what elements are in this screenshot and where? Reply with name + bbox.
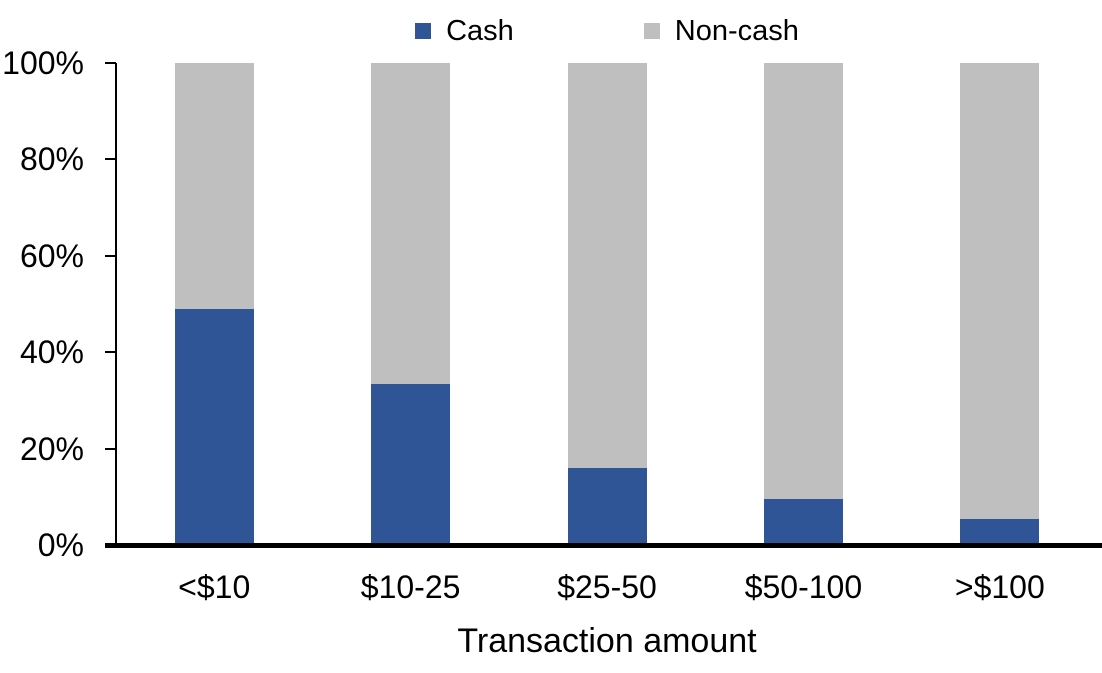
stacked-bar [174,63,254,545]
y-axis-tick-mark [105,351,116,354]
legend-label-cash: Cash [446,14,514,47]
bar-segment-non-cash [763,63,843,500]
bar-slot-3 [509,63,705,545]
stacked-bar [371,63,451,545]
y-axis-tick-label: 80% [19,141,84,178]
bar-slot-1 [116,63,312,545]
bar-segment-cash [174,308,254,545]
x-axis-tick-label: >$100 [954,569,1045,605]
bar-segment-non-cash [960,63,1040,519]
chart-legend: Cash Non-cash [116,10,1098,52]
y-axis-tick-mark [105,62,116,64]
y-axis-tick-mark [105,254,116,257]
legend-item-noncash: Non-cash [643,14,799,47]
y-axis-tick-mark [105,158,116,161]
stacked-bar [960,63,1040,545]
bar-segment-cash [763,499,843,545]
bar-segment-non-cash [567,63,647,468]
y-axis-tick-label: 60% [19,237,84,274]
noncash-legend-swatch-icon [643,23,660,39]
y-axis-line [115,63,117,545]
bar-segment-cash [960,518,1040,545]
bar-segment-cash [567,467,647,545]
x-axis-tick-label: $25-50 [557,569,657,605]
bar-segment-non-cash [174,63,254,309]
bar-slot-4 [705,63,901,545]
bar-segment-cash [371,383,451,545]
x-axis-title: Transaction amount [457,622,757,660]
x-axis-tick-label: $50-100 [744,569,863,605]
legend-label-noncash: Non-cash [674,14,799,47]
x-axis-tick-label: <$10 [178,569,251,605]
bar-slot-2 [312,63,508,545]
stacked-bar [763,63,843,545]
y-axis-tick-label: 20% [19,430,84,467]
stacked-bar [567,63,647,545]
y-axis-tick-label: 0% [37,527,84,563]
x-axis-line [105,543,1102,548]
cash-legend-swatch-icon [415,23,432,39]
legend-item-cash: Cash [415,14,514,47]
bar-slot-5 [902,63,1098,545]
y-axis-tick-label: 100% [2,45,84,81]
x-axis-tick-labels: <$10 $10-25 $25-50 $50-100 >$100 [116,571,1098,603]
x-axis-tick-label: $10-25 [360,569,461,605]
y-axis-tick-mark [105,447,116,450]
bar-segment-non-cash [371,63,451,384]
plot-area [116,63,1098,545]
y-axis-tick-label: 40% [19,334,84,371]
